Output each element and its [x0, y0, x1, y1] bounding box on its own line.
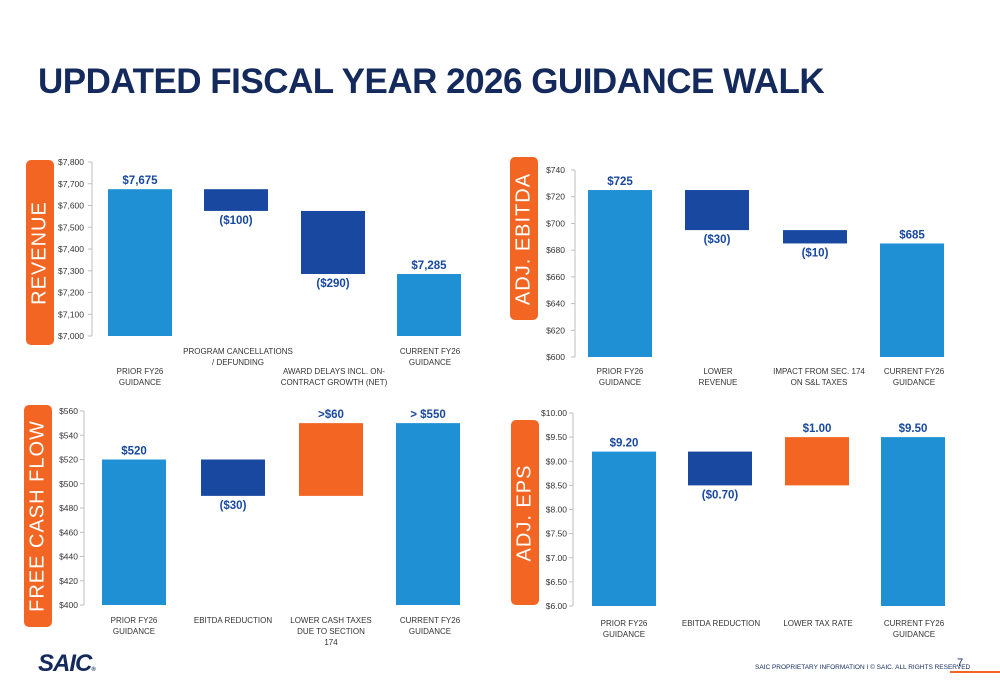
- revenue-bar-0: [108, 189, 172, 336]
- eps-tick-label: $10.00: [541, 408, 567, 418]
- fcf-tick-label: $440: [59, 552, 78, 562]
- fcf-tick-label: $420: [59, 576, 78, 586]
- fcf-cat-current: CURRENT FY26 GUIDANCE: [399, 616, 461, 636]
- eps-tick-label: $9.50: [546, 432, 568, 442]
- revenue-tick-label: $7,400: [58, 244, 84, 254]
- revenue-cat-award-delays: AWARD DELAYS INCL. ON-CONTRACT GROWTH (N…: [280, 367, 388, 387]
- ebitda-bar-3: [880, 243, 944, 357]
- revenue-bar-1: [204, 189, 268, 211]
- ebitda-tick-label: $740: [546, 165, 565, 175]
- ebitda-cat-prior: PRIOR FY26 GUIDANCE: [596, 367, 644, 387]
- revenue-tick-label: $7,500: [58, 222, 84, 232]
- fcf-cat-ebitda-reduction: EBITDA REDUCTION: [193, 616, 273, 625]
- eps-tick-label: $6.00: [546, 601, 568, 611]
- ebitda-cat-sec174: IMPACT FROM SEC. 174 ON S&L TAXES: [773, 367, 865, 387]
- revenue-tick-label: $7,800: [58, 157, 84, 167]
- ebitda-cat-current: CURRENT FY26 GUIDANCE: [883, 367, 945, 387]
- fcf-tick-label: $480: [59, 503, 78, 513]
- ebitda-tick-label: $660: [546, 272, 565, 282]
- fcf-bar-2: [299, 423, 363, 496]
- eps-tick-label: $6.50: [546, 577, 568, 587]
- revenue-tick-label: $7,200: [58, 288, 84, 298]
- eps-tick-label: $7.00: [546, 553, 568, 563]
- fcf-tick-label: $500: [59, 479, 78, 489]
- fcf-bar-0: [102, 459, 166, 605]
- eps-tick-label: $8.50: [546, 480, 568, 490]
- fcf-bar-label-2: >$60: [318, 409, 344, 421]
- eps-bar-label-2: $1.00: [803, 423, 832, 435]
- ebitda-tick-label: $600: [546, 352, 565, 362]
- footer-text: SAIC PROPRIETARY INFORMATION I © SAIC. A…: [755, 664, 971, 671]
- ebitda-tag: ADJ. EBITDA: [510, 157, 538, 320]
- eps-cat-ebitda-reduction: EBITDA REDUCTION: [681, 619, 761, 628]
- revenue-tick-label: $7,600: [58, 201, 84, 211]
- eps-tick-label: $8.00: [546, 505, 568, 515]
- revenue-cat-cancellations: PROGRAM CANCELLATIONS / DEFUNDING: [183, 347, 293, 367]
- ebitda-bar-label-3: $685: [899, 229, 925, 241]
- revenue-tick-label: $7,700: [58, 179, 84, 189]
- fcf-bar-label-1: ($30): [220, 500, 247, 512]
- eps-bar-0: [592, 451, 656, 606]
- eps-bar-3: [881, 437, 945, 606]
- revenue-tick-label: $7,100: [58, 309, 84, 319]
- fcf-cat-prior: PRIOR FY26 GUIDANCE: [110, 616, 158, 636]
- eps-cat-lower-tax-rate: LOWER TAX RATE: [783, 619, 853, 628]
- saic-logo: SAIC®: [38, 650, 96, 677]
- ebitda-bar-0: [588, 190, 652, 357]
- ebitda-tick-label: $640: [546, 299, 565, 309]
- fcf-tick-label: $400: [59, 600, 78, 610]
- eps-tick-label: $9.00: [546, 456, 568, 466]
- revenue-tick-label: $7,300: [58, 266, 84, 276]
- page-title: UPDATED FISCAL YEAR 2026 GUIDANCE WALK: [38, 62, 825, 101]
- revenue-tag: REVENUE: [26, 160, 54, 345]
- revenue-bar-2: [301, 210, 365, 275]
- fcf-tick-label: $540: [59, 430, 78, 440]
- eps-bar-label-1: ($0.70): [702, 489, 739, 501]
- revenue-bar-label-2: ($290): [316, 278, 349, 290]
- ebitda-cat-lower-revenue: LOWER REVENUE: [698, 367, 738, 387]
- revenue-bar-label-1: ($100): [219, 215, 252, 227]
- eps-cat-current: CURRENT FY26 GUIDANCE: [883, 619, 945, 639]
- eps-bar-label-0: $9.20: [610, 438, 639, 450]
- revenue-bar-label-0: $7,675: [122, 175, 158, 187]
- eps-bar-2: [785, 437, 849, 486]
- revenue-tick-label: $7,000: [58, 331, 84, 341]
- ebitda-tick-label: $720: [546, 192, 565, 202]
- ebitda-tick-label: $700: [546, 218, 565, 228]
- page-number: 7: [957, 657, 964, 669]
- revenue-cat-prior: PRIOR FY26 GUIDANCE: [116, 367, 164, 387]
- eps-cat-prior: PRIOR FY26 GUIDANCE: [600, 619, 648, 639]
- ebitda-bar-label-2: ($10): [802, 247, 829, 259]
- fcf-tag: FREE CASH FLOW: [24, 405, 52, 627]
- fcf-tick-label: $520: [59, 455, 78, 465]
- fcf-tick-label: $460: [59, 527, 78, 537]
- fcf-cat-lower-cash-taxes: LOWER CASH TAXES DUE TO SECTION 174: [290, 616, 372, 647]
- ebitda-bar-label-0: $725: [607, 176, 633, 188]
- eps-bar-label-3: $9.50: [899, 423, 928, 435]
- eps-tag: ADJ. EPS: [511, 420, 539, 605]
- eps-tick-label: $7.50: [546, 529, 568, 539]
- revenue-bar-3: [397, 274, 461, 336]
- eps-bar-1: [688, 451, 752, 486]
- fcf-bar-label-3: > $550: [410, 409, 446, 421]
- ebitda-tick-label: $680: [546, 245, 565, 255]
- fcf-bar-1: [201, 459, 265, 496]
- fcf-tick-label: $560: [59, 406, 78, 416]
- ebitda-bar-label-1: ($30): [704, 234, 731, 246]
- fcf-bar-label-0: $520: [121, 446, 147, 458]
- fcf-bar-3: [396, 423, 460, 605]
- footer-rule: [950, 671, 1000, 673]
- ebitda-bar-1: [685, 190, 749, 231]
- revenue-cat-current: CURRENT FY26 GUIDANCE: [399, 347, 461, 367]
- ebitda-bar-2: [783, 230, 847, 244]
- ebitda-tick-label: $620: [546, 325, 565, 335]
- revenue-bar-label-3: $7,285: [411, 260, 447, 272]
